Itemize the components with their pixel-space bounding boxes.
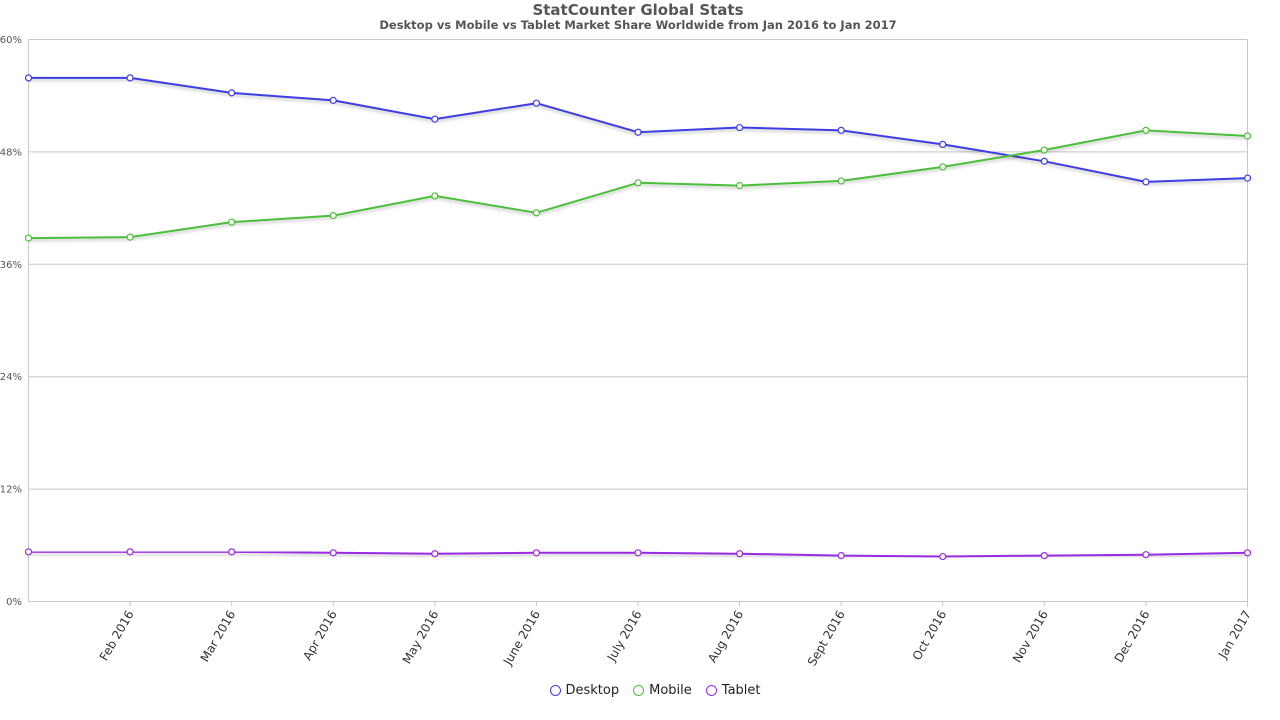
data-point-mobile[interactable] bbox=[532, 209, 541, 217]
data-point-mobile[interactable] bbox=[126, 233, 134, 241]
data-point-mobile[interactable] bbox=[228, 218, 236, 226]
data-point-mobile[interactable] bbox=[24, 234, 33, 242]
data-point-desktop[interactable] bbox=[329, 96, 337, 104]
data-point-tablet[interactable] bbox=[329, 549, 337, 557]
data-point-tablet[interactable] bbox=[735, 550, 744, 558]
data-point-tablet[interactable] bbox=[24, 548, 33, 556]
x-tick-label: Dec 2016 bbox=[1112, 608, 1153, 665]
x-tick-label: Feb 2016 bbox=[97, 608, 137, 663]
data-point-mobile[interactable] bbox=[837, 177, 845, 185]
data-point-desktop[interactable] bbox=[431, 115, 439, 123]
data-points bbox=[24, 74, 1252, 561]
data-point-tablet[interactable] bbox=[1243, 549, 1252, 557]
legend-marker-icon bbox=[701, 685, 721, 696]
data-point-tablet[interactable] bbox=[634, 549, 642, 557]
data-point-desktop[interactable] bbox=[126, 74, 134, 82]
data-point-desktop[interactable] bbox=[939, 140, 947, 149]
y-tick-label: 24% bbox=[0, 372, 22, 383]
series-lines bbox=[28, 76, 1248, 558]
legend-marker-icon bbox=[629, 685, 649, 696]
x-tick-label: June 2016 bbox=[500, 608, 543, 668]
data-point-mobile[interactable] bbox=[1040, 146, 1048, 154]
data-point-desktop[interactable] bbox=[1243, 174, 1252, 182]
data-point-tablet[interactable] bbox=[939, 552, 947, 561]
legend-item-desktop[interactable]: Desktop bbox=[545, 683, 620, 698]
data-point-mobile[interactable] bbox=[431, 192, 439, 200]
data-point-mobile[interactable] bbox=[939, 163, 947, 171]
data-point-tablet[interactable] bbox=[431, 550, 439, 558]
x-tick-label: Sept 2016 bbox=[805, 608, 848, 668]
x-tick-label: Mar 2016 bbox=[198, 608, 239, 664]
gridlines bbox=[28, 39, 1248, 602]
legend-item-tablet[interactable]: Tablet bbox=[701, 683, 761, 698]
legend-label: Desktop bbox=[565, 683, 620, 698]
data-point-desktop[interactable] bbox=[1040, 157, 1048, 165]
x-tick-label: July 2016 bbox=[604, 608, 645, 664]
data-point-desktop[interactable] bbox=[1142, 178, 1150, 186]
data-point-desktop[interactable] bbox=[24, 74, 33, 82]
data-point-tablet[interactable] bbox=[837, 552, 845, 560]
data-point-desktop[interactable] bbox=[735, 123, 744, 132]
y-tick-label: 36% bbox=[0, 260, 22, 271]
y-tick-label: 0% bbox=[6, 597, 22, 608]
data-point-tablet[interactable] bbox=[1040, 552, 1048, 560]
y-tick-label: 60% bbox=[0, 35, 22, 46]
data-point-mobile[interactable] bbox=[1243, 132, 1252, 140]
data-point-mobile[interactable] bbox=[634, 179, 642, 187]
data-point-tablet[interactable] bbox=[1142, 551, 1150, 559]
legend-label: Tablet bbox=[721, 683, 761, 698]
data-point-tablet[interactable] bbox=[126, 548, 134, 556]
data-point-mobile[interactable] bbox=[1142, 126, 1150, 134]
x-tick-label: Nov 2016 bbox=[1010, 608, 1051, 665]
data-point-tablet[interactable] bbox=[532, 549, 541, 557]
data-point-tablet[interactable] bbox=[228, 548, 236, 556]
x-tick-label: Aug 2016 bbox=[705, 608, 746, 665]
data-point-desktop[interactable] bbox=[228, 89, 236, 97]
y-tick-label: 48% bbox=[0, 147, 22, 158]
legend-marker-icon bbox=[545, 685, 565, 696]
chart-subtitle: Desktop vs Mobile vs Tablet Market Share… bbox=[379, 18, 897, 32]
data-point-desktop[interactable] bbox=[837, 126, 845, 134]
axes bbox=[28, 39, 1248, 602]
data-point-mobile[interactable] bbox=[329, 211, 337, 220]
legend-label: Mobile bbox=[649, 683, 692, 698]
legend-item-mobile[interactable]: Mobile bbox=[629, 683, 692, 698]
x-axis-ticks: Feb 2016 Mar 2016 Apr 2016 May 2016 June 201… bbox=[97, 601, 1254, 668]
chart-legend: Desktop Mobile Tablet bbox=[0, 683, 1280, 698]
x-tick-label: Apr 2016 bbox=[300, 608, 340, 663]
y-axis-ticks: 0% 12% 24% 36% 48% 60% bbox=[0, 35, 22, 608]
data-point-desktop[interactable] bbox=[532, 99, 541, 107]
x-tick-label: Oct 2016 bbox=[910, 608, 950, 663]
chart-title: StatCounter Global Stats bbox=[532, 1, 744, 19]
x-tick-label: Jan 2017 bbox=[1215, 608, 1254, 662]
x-tick-label: May 2016 bbox=[400, 608, 442, 666]
data-point-desktop[interactable] bbox=[634, 128, 642, 136]
y-tick-label: 12% bbox=[0, 485, 22, 496]
data-point-mobile[interactable] bbox=[735, 182, 744, 190]
